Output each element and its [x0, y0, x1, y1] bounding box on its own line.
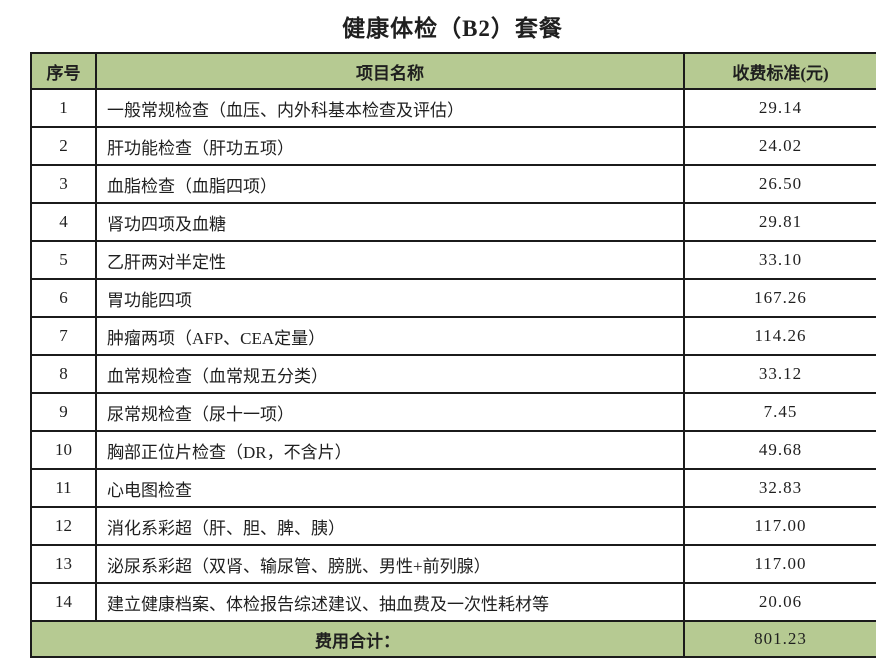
row-number-cell: 4 — [30, 202, 97, 242]
price-cell: 33.12 — [683, 354, 876, 394]
column-header-price: 收费标准(元) — [683, 52, 876, 90]
item-name-cell: 一般常规检查（血压、内外科基本检查及评估） — [95, 88, 685, 128]
item-name-cell: 肝功能检查（肝功五项） — [95, 126, 685, 166]
price-cell: 32.83 — [683, 468, 876, 508]
table-row: 13 泌尿系彩超（双肾、输尿管、膀胱、男性+前列腺） 117.00 — [30, 544, 876, 584]
item-name-cell: 胸部正位片检查（DR，不含片） — [95, 430, 685, 470]
item-name-cell: 肿瘤两项（AFP、CEA定量） — [95, 316, 685, 356]
table-row: 8 血常规检查（血常规五分类） 33.12 — [30, 354, 876, 394]
price-cell: 29.14 — [683, 88, 876, 128]
price-cell: 20.06 — [683, 582, 876, 622]
column-header-no: 序号 — [30, 52, 97, 90]
row-number-cell: 8 — [30, 354, 97, 394]
table-header: 序号 项目名称 收费标准(元) — [30, 52, 876, 90]
price-cell: 49.68 — [683, 430, 876, 470]
item-name-cell: 尿常规检查（尿十一项） — [95, 392, 685, 432]
price-cell: 167.26 — [683, 278, 876, 318]
row-number-cell: 13 — [30, 544, 97, 584]
item-name-cell: 消化系彩超（肝、胆、脾、胰） — [95, 506, 685, 546]
table-row: 14 建立健康档案、体检报告综述建议、抽血费及一次性耗材等 20.06 — [30, 582, 876, 622]
table-row: 1 一般常规检查（血压、内外科基本检查及评估） 29.14 — [30, 88, 876, 128]
table-row: 3 血脂检查（血脂四项） 26.50 — [30, 164, 876, 204]
row-number-cell: 12 — [30, 506, 97, 546]
item-name-cell: 血常规检查（血常规五分类） — [95, 354, 685, 394]
item-name-cell: 泌尿系彩超（双肾、输尿管、膀胱、男性+前列腺） — [95, 544, 685, 584]
table-row: 2 肝功能检查（肝功五项） 24.02 — [30, 126, 876, 166]
price-cell: 26.50 — [683, 164, 876, 204]
price-cell: 117.00 — [683, 544, 876, 584]
table-row: 9 尿常规检查（尿十一项） 7.45 — [30, 392, 876, 432]
item-name-cell: 建立健康档案、体检报告综述建议、抽血费及一次性耗材等 — [95, 582, 685, 622]
item-name-cell: 血脂检查（血脂四项） — [95, 164, 685, 204]
row-number-cell: 6 — [30, 278, 97, 318]
price-cell: 33.10 — [683, 240, 876, 280]
table-row: 4 肾功四项及血糖 29.81 — [30, 202, 876, 242]
table-row: 11 心电图检查 32.83 — [30, 468, 876, 508]
column-header-item: 项目名称 — [95, 52, 685, 90]
row-number-cell: 3 — [30, 164, 97, 204]
item-name-cell: 心电图检查 — [95, 468, 685, 508]
page-title: 健康体检（B2）套餐 — [342, 16, 563, 41]
total-label: 费用合计： — [30, 620, 685, 658]
item-name-cell: 胃功能四项 — [95, 278, 685, 318]
table-row: 7 肿瘤两项（AFP、CEA定量） 114.26 — [30, 316, 876, 356]
row-number-cell: 9 — [30, 392, 97, 432]
table-row: 5 乙肝两对半定性 33.10 — [30, 240, 876, 280]
fee-table: 序号 项目名称 收费标准(元) 1 一般常规检查（血压、内外科基本检查及评估） … — [30, 52, 876, 658]
total-row: 费用合计： 801.23 — [30, 620, 876, 658]
row-number-cell: 10 — [30, 430, 97, 470]
row-number-cell: 11 — [30, 468, 97, 508]
table-row: 10 胸部正位片检查（DR，不含片） 49.68 — [30, 430, 876, 470]
item-name-cell: 乙肝两对半定性 — [95, 240, 685, 280]
row-number-cell: 1 — [30, 88, 97, 128]
row-number-cell: 7 — [30, 316, 97, 356]
price-cell: 29.81 — [683, 202, 876, 242]
row-number-cell: 14 — [30, 582, 97, 622]
item-name-cell: 肾功四项及血糖 — [95, 202, 685, 242]
price-cell: 7.45 — [683, 392, 876, 432]
table-row: 6 胃功能四项 167.26 — [30, 278, 876, 318]
row-number-cell: 2 — [30, 126, 97, 166]
price-cell: 117.00 — [683, 506, 876, 546]
table-row: 12 消化系彩超（肝、胆、脾、胰） 117.00 — [30, 506, 876, 546]
row-number-cell: 5 — [30, 240, 97, 280]
table-body: 1 一般常规检查（血压、内外科基本检查及评估） 29.14 2 肝功能检查（肝功… — [30, 88, 876, 622]
header-row: 序号 项目名称 收费标准(元) — [30, 52, 876, 90]
table-footer: 费用合计： 801.23 — [30, 620, 876, 658]
price-cell: 24.02 — [683, 126, 876, 166]
price-cell: 114.26 — [683, 316, 876, 356]
total-value: 801.23 — [683, 620, 876, 658]
